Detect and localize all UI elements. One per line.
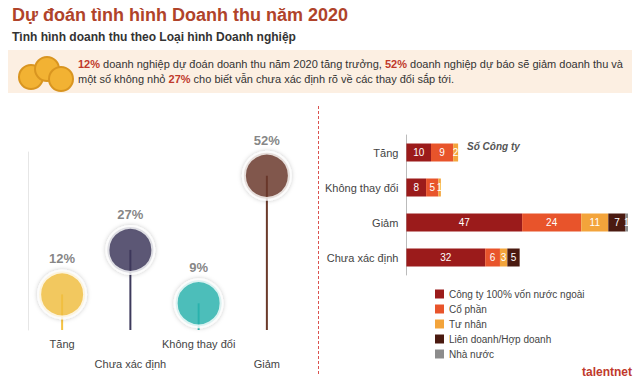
svg-text:47: 47 bbox=[459, 217, 471, 228]
html-text:Tình hình doanh thu theo Loại: Tình hình doanh thu theo Loại hình Doanh… bbox=[12, 30, 296, 44]
svg-text:Tăng: Tăng bbox=[50, 338, 75, 350]
svg-text:Không thay đổi: Không thay đổi bbox=[325, 182, 398, 194]
svg-text:Nhà nước: Nhà nước bbox=[449, 349, 494, 360]
svg-text:9: 9 bbox=[439, 147, 445, 158]
svg-text:Chưa xác định: Chưa xác định bbox=[327, 252, 399, 264]
svg-text:Giảm: Giảm bbox=[372, 217, 398, 229]
svg-text:Liên doanh/Hợp doanh: Liên doanh/Hợp doanh bbox=[449, 334, 551, 345]
svg-text:1: 1 bbox=[624, 217, 630, 228]
svg-text:8: 8 bbox=[413, 182, 419, 193]
svg-text:11: 11 bbox=[590, 217, 601, 228]
svg-text:5: 5 bbox=[429, 182, 435, 193]
svg-text:1: 1 bbox=[437, 182, 443, 193]
svg-text:Không thay đổi: Không thay đổi bbox=[162, 338, 235, 350]
svg-text:2: 2 bbox=[453, 147, 459, 158]
svg-text:Chưa xác định: Chưa xác định bbox=[95, 358, 167, 370]
svg-text:12%: 12% bbox=[49, 251, 75, 266]
svg-text:7: 7 bbox=[614, 217, 620, 228]
svg-text:24: 24 bbox=[546, 217, 558, 228]
html-text:talentnet: talentnet bbox=[582, 365, 632, 379]
svg-text:52%: 52% bbox=[254, 133, 280, 148]
svg-text:10: 10 bbox=[413, 147, 425, 158]
svg-text:Công ty 100% vốn nước ngoài: Công ty 100% vốn nước ngoài bbox=[449, 289, 585, 300]
html-text:Dự đoán tình hình Doanh thu nă: Dự đoán tình hình Doanh thu năm 2020 bbox=[12, 5, 348, 25]
svg-text:Cổ phần: Cổ phần bbox=[449, 304, 487, 315]
svg-text:5: 5 bbox=[511, 252, 517, 263]
svg-text:6: 6 bbox=[490, 252, 496, 263]
svg-text:Tăng: Tăng bbox=[373, 147, 398, 159]
svg-text:Giảm: Giảm bbox=[254, 358, 280, 370]
svg-text:27%: 27% bbox=[117, 207, 143, 222]
svg-text:32: 32 bbox=[440, 252, 452, 263]
svg-text:3: 3 bbox=[501, 252, 507, 263]
svg-text:Số Công ty: Số Công ty bbox=[467, 141, 520, 152]
svg-text:Tư nhân: Tư nhân bbox=[449, 319, 487, 330]
svg-text:9%: 9% bbox=[189, 260, 208, 275]
html-text:12% doanh nghiệp dự đoán doanh: 12% doanh nghiệp dự đoán doanh thu năm 2… bbox=[78, 57, 623, 85]
